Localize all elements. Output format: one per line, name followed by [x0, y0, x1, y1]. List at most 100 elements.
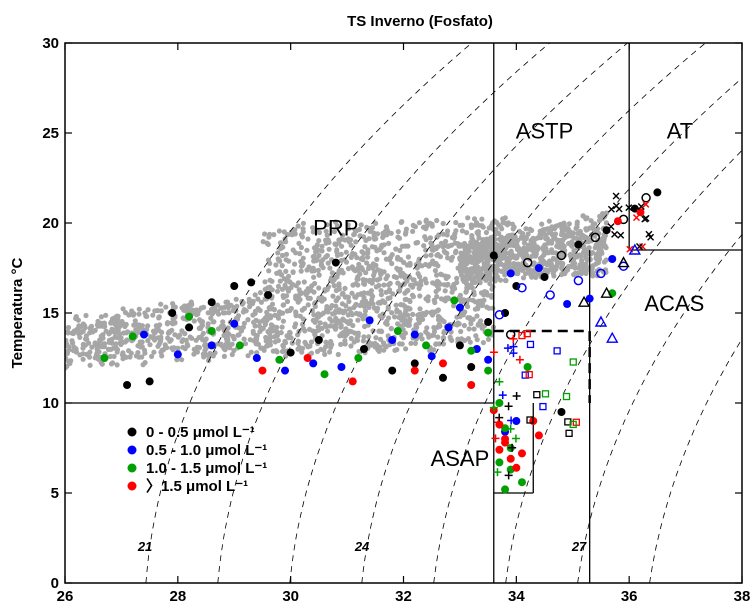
- cloud-point: [572, 254, 578, 260]
- data-point-plus: [491, 434, 500, 443]
- cloud-point: [343, 249, 349, 255]
- data-point: [450, 296, 459, 305]
- cloud-point: [188, 299, 194, 305]
- cloud-point: [336, 281, 342, 287]
- cloud-point: [433, 244, 439, 251]
- chart-title: TS Inverno (Fosfato): [347, 13, 493, 30]
- cloud-point: [471, 292, 477, 298]
- cloud-point: [210, 319, 216, 325]
- cloud-point: [466, 326, 472, 332]
- cloud-point: [580, 213, 586, 219]
- cloud-point: [77, 352, 83, 358]
- cloud-point: [99, 361, 105, 367]
- cloud-point: [298, 232, 305, 238]
- cloud-point: [308, 350, 315, 356]
- cloud-point: [443, 238, 449, 244]
- cloud-point: [320, 257, 326, 263]
- cloud-point: [559, 262, 565, 268]
- data-point-plus: [495, 413, 504, 422]
- data-point-plus: [498, 391, 507, 400]
- data-point: [484, 355, 493, 364]
- cloud-point: [529, 272, 536, 278]
- cloud-point: [588, 238, 595, 244]
- data-point: [455, 341, 464, 350]
- data-point: [275, 355, 284, 364]
- cloud-point: [309, 283, 315, 289]
- legend: 0 - 0.5 μmol L⁻¹0.5 - 1.0 μmol L⁻¹1.0 - …: [127, 424, 267, 495]
- cloud-point: [593, 242, 600, 248]
- cloud-point: [277, 240, 283, 246]
- cloud-point: [336, 286, 342, 292]
- cloud-point: [322, 351, 328, 357]
- cloud-point: [158, 301, 164, 307]
- data-point: [128, 332, 137, 341]
- cloud-point: [497, 277, 504, 283]
- legend-marker: [127, 445, 137, 455]
- data-point: [230, 319, 239, 328]
- cloud-point: [333, 321, 339, 327]
- cloud-point: [490, 305, 496, 311]
- cloud-point: [402, 304, 408, 310]
- cloud-point: [277, 269, 283, 275]
- cloud-point: [258, 299, 264, 305]
- cloud-point: [319, 248, 325, 254]
- cloud-point: [327, 265, 333, 271]
- data-point: [168, 309, 177, 317]
- cloud-point: [592, 228, 598, 234]
- cloud-point: [551, 268, 557, 274]
- cloud-point: [403, 346, 409, 352]
- cloud-point: [272, 339, 278, 345]
- cloud-point: [347, 306, 353, 312]
- data-point: [495, 445, 504, 454]
- data-point: [354, 354, 363, 362]
- cloud-point: [66, 359, 72, 365]
- cloud-point: [417, 306, 423, 312]
- cloud-point: [293, 311, 299, 317]
- cloud-point: [139, 354, 145, 360]
- cloud-point: [179, 328, 185, 334]
- cloud-point: [312, 319, 318, 325]
- cloud-point: [136, 306, 142, 312]
- cloud-point: [542, 243, 548, 249]
- cloud-point: [145, 338, 151, 344]
- cloud-point: [307, 295, 313, 301]
- cloud-point: [535, 235, 541, 241]
- cloud-point: [384, 232, 390, 238]
- cloud-point: [156, 314, 162, 320]
- cloud-point: [418, 332, 424, 338]
- cloud-point: [435, 308, 441, 314]
- data-point: [314, 336, 323, 344]
- cloud-point: [427, 261, 433, 267]
- cloud-point: [114, 362, 120, 368]
- cloud-point: [367, 277, 373, 283]
- data-point: [309, 359, 318, 368]
- cloud-point: [512, 261, 518, 267]
- cloud-point: [266, 268, 272, 274]
- isopycnal-line: [361, 43, 707, 583]
- cloud-point: [365, 254, 371, 260]
- cloud-point: [298, 263, 305, 269]
- cloud-point: [315, 267, 321, 273]
- cloud-point: [389, 252, 395, 258]
- data-point: [534, 431, 543, 440]
- cloud-point: [431, 325, 437, 331]
- cloud-point: [365, 290, 371, 296]
- cloud-point: [566, 221, 572, 227]
- cloud-point: [495, 267, 501, 273]
- cloud-point: [421, 243, 427, 249]
- data-point: [123, 381, 132, 389]
- cloud-point: [318, 346, 324, 352]
- data-point: [185, 323, 194, 332]
- cloud-point: [578, 271, 585, 277]
- cloud-point: [465, 304, 471, 310]
- cloud-point: [463, 289, 469, 295]
- cloud-point: [371, 305, 377, 311]
- cloud-point: [297, 313, 303, 319]
- cloud-point: [373, 220, 379, 226]
- cloud-point: [147, 342, 153, 348]
- data-point: [608, 255, 617, 263]
- cloud-point: [508, 242, 514, 248]
- data-point: [139, 330, 148, 339]
- cloud-point: [511, 224, 517, 230]
- cloud-point: [455, 241, 461, 247]
